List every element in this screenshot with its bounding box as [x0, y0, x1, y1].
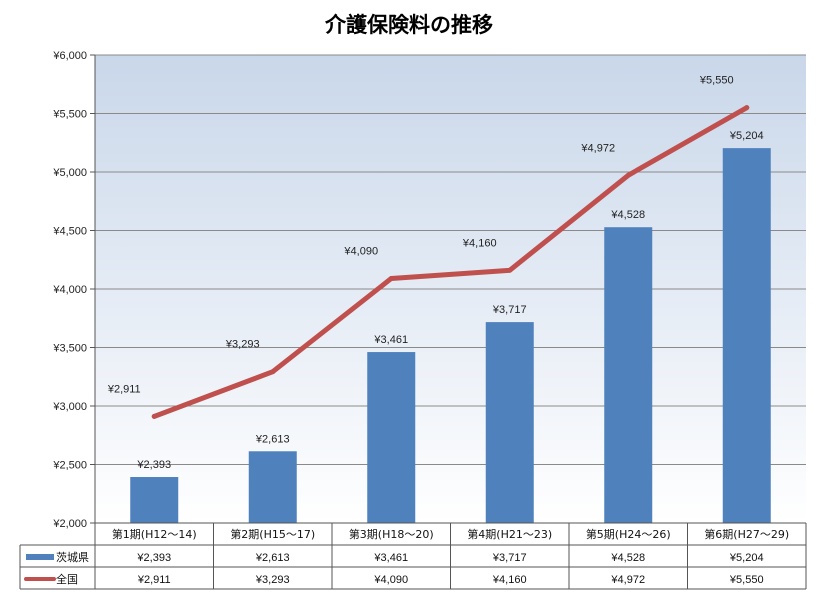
bar	[722, 148, 771, 523]
bar-series	[130, 148, 771, 523]
line-series	[151, 105, 750, 419]
bar-data-label: ¥2,393	[136, 459, 171, 471]
bar	[248, 451, 297, 523]
table-cell-value: ¥3,293	[255, 574, 290, 586]
legend-label: 茨城県	[56, 550, 89, 564]
y-tick-label: ¥3,500	[52, 343, 87, 355]
line-data-label: ¥3,293	[225, 339, 260, 351]
y-tick-label: ¥5,500	[52, 109, 87, 121]
line-data-label: ¥4,160	[462, 237, 497, 249]
line-point	[270, 369, 276, 375]
table-cell-value: ¥5,550	[729, 574, 764, 586]
bar	[367, 352, 416, 523]
x-category-label: 第1期(H12～14)	[112, 527, 197, 541]
table-cell-value: ¥2,393	[136, 552, 171, 564]
table-cell-value: ¥4,972	[610, 574, 645, 586]
table-cell-value: ¥4,528	[610, 552, 645, 564]
table-cell-value: ¥4,090	[373, 574, 408, 586]
x-category-label: 第2期(H15～17)	[230, 527, 315, 541]
x-category-label: 第6期(H27～29)	[704, 527, 789, 541]
y-tick-label: ¥5,000	[52, 167, 87, 179]
table-cell-value: ¥3,717	[492, 552, 527, 564]
x-category-label: 第4期(H21～23)	[467, 527, 552, 541]
bar	[604, 227, 653, 523]
table-cell-value: ¥4,160	[492, 574, 527, 586]
line-data-label: ¥4,972	[580, 142, 615, 154]
line-point	[507, 267, 513, 273]
y-tick-label: ¥4,000	[52, 284, 87, 296]
x-category-label: 第5期(H24～26)	[586, 527, 671, 541]
y-tick-label: ¥2,500	[52, 460, 87, 472]
legend-label: 全国	[56, 572, 78, 586]
line-point	[151, 413, 157, 419]
table-cell-value: ¥3,461	[373, 552, 408, 564]
data-table: 第1期(H12～14) 第2期(H15～17) 第3期(H18～20) 第4期(H21…	[19, 522, 807, 590]
bar-data-label: ¥3,717	[492, 304, 527, 316]
y-tick-label: ¥4,500	[52, 226, 87, 238]
y-tick-label: ¥6,000	[52, 50, 87, 62]
y-tick-label: ¥3,000	[52, 401, 87, 413]
y-tick-label: ¥2,000	[52, 518, 87, 530]
line-point	[744, 105, 750, 111]
data-labels: ¥2,393 ¥2,613 ¥3,461 ¥3,717 ¥4,528 ¥5,204 ¥2,9…	[107, 75, 764, 471]
bar-data-label: ¥4,528	[610, 209, 645, 221]
line-point	[388, 275, 394, 281]
line-point	[625, 172, 631, 178]
line-data-label: ¥5,550	[699, 75, 734, 87]
bar-data-label: ¥2,613	[255, 433, 290, 445]
chart-title: 介護保険料の推移	[324, 13, 493, 37]
line-data-label: ¥2,911	[107, 383, 141, 395]
table-cell-value: ¥2,911	[137, 574, 171, 586]
bar-data-label: ¥3,461	[373, 334, 408, 346]
table-cell-value: ¥5,204	[729, 552, 764, 564]
line-data-label: ¥4,090	[343, 245, 378, 257]
bar	[130, 477, 179, 523]
x-category-label: 第3期(H18～20)	[349, 527, 434, 541]
bar	[485, 322, 534, 523]
table-cell-value: ¥2,613	[255, 552, 290, 564]
y-axis-ticks: ¥2,000 ¥2,500 ¥3,000 ¥3,500 ¥4,000 ¥4,500 ¥5,0…	[52, 50, 95, 530]
line-series-path	[151, 105, 750, 419]
bar-data-label: ¥5,204	[729, 130, 764, 142]
legend-key-bar	[26, 554, 54, 560]
